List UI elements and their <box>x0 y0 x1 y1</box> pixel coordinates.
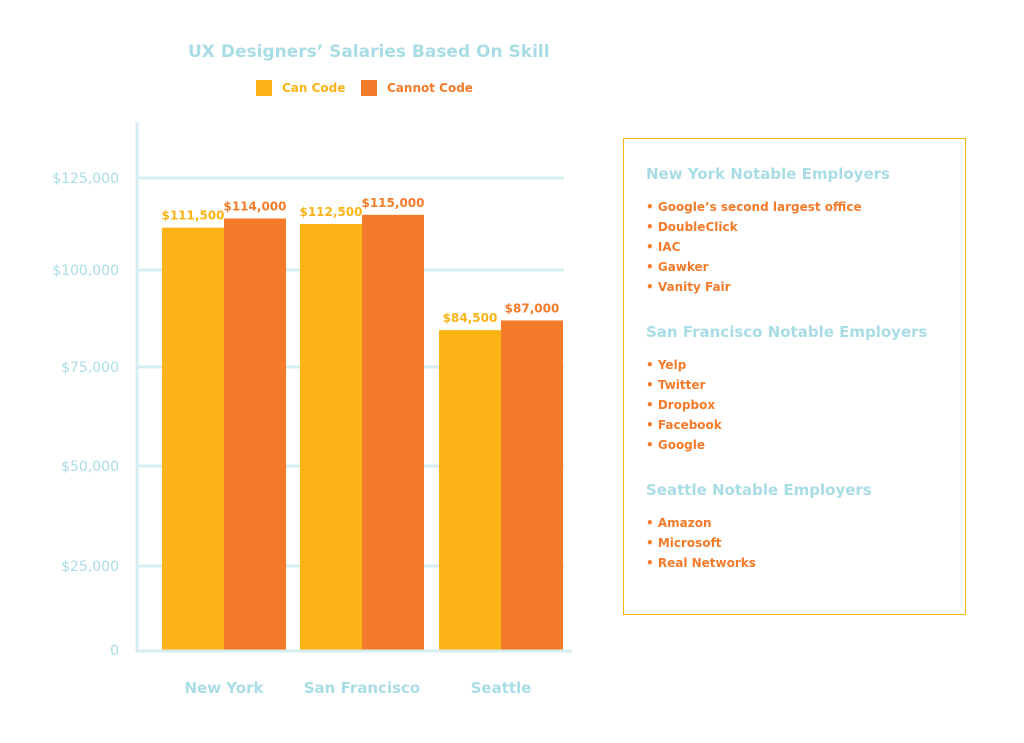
chart-title: UX Designers’ Salaries Based On Skill <box>188 42 550 62</box>
legend-swatch <box>361 80 377 96</box>
employer-list: • Google’s second largest office • Double… <box>646 197 943 297</box>
list-item: • Dropbox <box>646 398 716 412</box>
y-tick-label: $100,000 <box>52 263 119 279</box>
legend-label: Can Code <box>282 81 346 95</box>
legend-swatch <box>256 80 272 96</box>
employer-list: • Amazon • Microsoft • Real Networks <box>646 513 943 573</box>
y-tick-label: $25,000 <box>61 559 119 575</box>
bar-cannot-code <box>501 320 563 650</box>
bar-can-code <box>162 227 224 650</box>
bar-can-code <box>300 224 362 650</box>
list-item: • DoubleClick <box>646 220 738 234</box>
list-item: • Twitter <box>646 378 706 392</box>
x-tick-label: New York <box>185 679 265 697</box>
list-item: • Vanity Fair <box>646 280 731 294</box>
section-heading: New York Notable Employers <box>646 165 890 183</box>
data-label: $87,000 <box>505 301 560 315</box>
list-item: • Real Networks <box>646 556 756 570</box>
y-tick-label: $75,000 <box>61 360 119 376</box>
list-item: • Google <box>646 438 706 452</box>
bar-can-code <box>439 330 501 650</box>
list-item: • Gawker <box>646 260 709 274</box>
list-item: • Yelp <box>646 358 687 372</box>
y-tick-label: 0 <box>110 643 119 659</box>
legend-can-code: Can Code <box>256 80 345 96</box>
data-label: $114,000 <box>223 199 286 213</box>
legend-label: Cannot Code <box>387 81 473 95</box>
bar-cannot-code <box>362 214 424 651</box>
list-item: • IAC <box>646 240 681 254</box>
data-label: $84,500 <box>443 311 498 325</box>
legend-cannot-code: Cannot Code <box>361 80 473 96</box>
section-heading: San Francisco Notable Employers <box>646 323 928 341</box>
x-tick-label: Seattle <box>471 679 532 697</box>
data-label: $112,500 <box>299 205 362 219</box>
x-tick-label: San Francisco <box>304 679 420 697</box>
bar-chart: 0 $25,000 $50,000 $75,000 $100,000 $125,000 $1… <box>52 122 572 697</box>
list-item: • Microsoft <box>646 536 722 550</box>
employer-list: • Yelp • Twitter • Dropbox • Facebook • Goog… <box>646 355 943 455</box>
section-heading: Seattle Notable Employers <box>646 481 872 499</box>
data-label: $111,500 <box>161 209 224 223</box>
list-item: • Google’s second largest office <box>646 200 862 214</box>
y-tick-label: $50,000 <box>61 459 119 475</box>
y-tick-label: $125,000 <box>52 171 119 187</box>
bar-cannot-code <box>224 218 286 651</box>
list-item: • Facebook <box>646 418 722 432</box>
list-item: • Amazon <box>646 516 712 530</box>
notable-employers-panel: New York Notable Employers • Google’s sec… <box>623 138 966 615</box>
data-label: $115,000 <box>361 196 424 210</box>
